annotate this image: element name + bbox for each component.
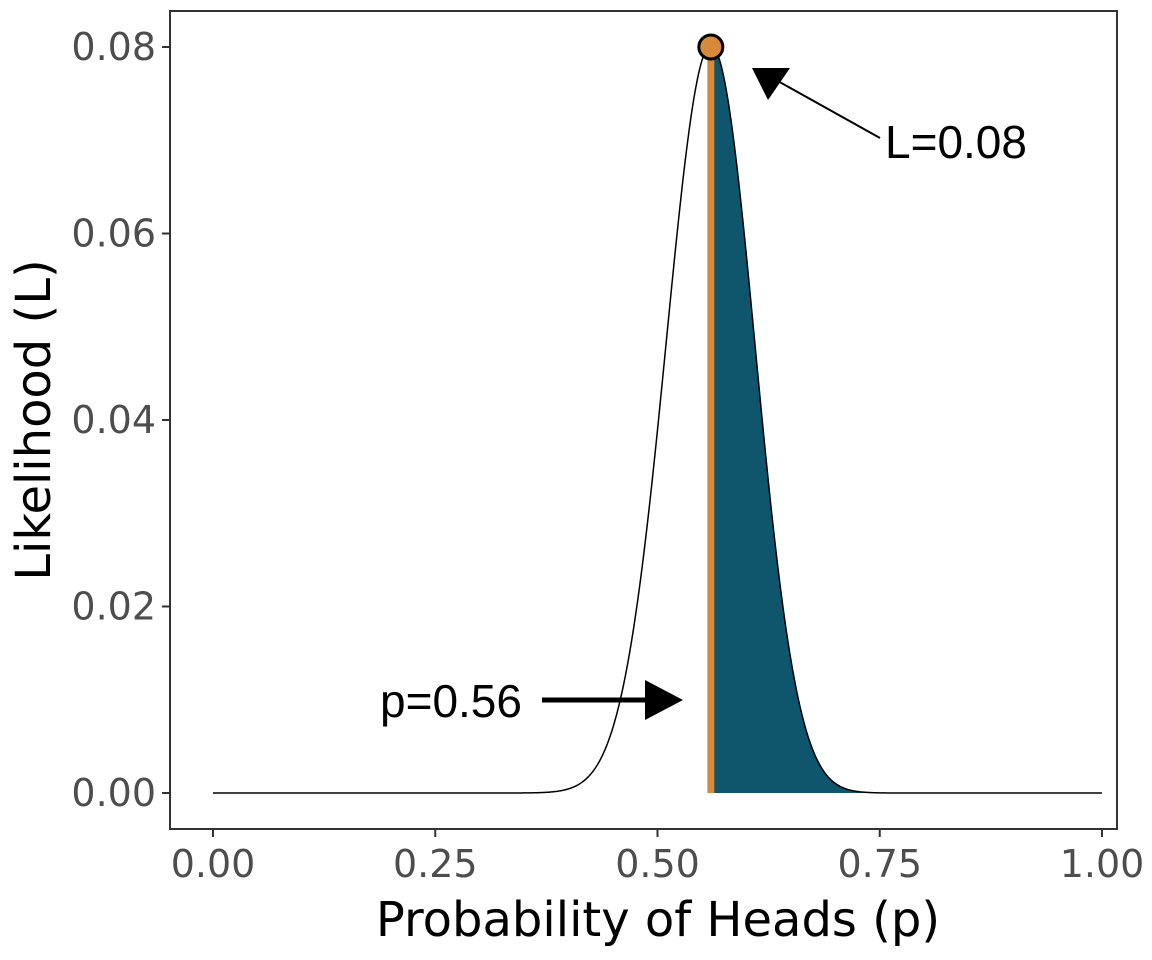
shaded-region bbox=[710, 45, 1102, 793]
plot-panel bbox=[169, 10, 1118, 830]
x-tick-label: 0.75 bbox=[837, 842, 922, 886]
peak-point bbox=[697, 33, 725, 61]
x-axis: 0.00 0.25 0.50 0.75 1.00 bbox=[171, 829, 1145, 886]
arrowhead-peak bbox=[752, 68, 790, 100]
x-tick-label: 0.25 bbox=[393, 842, 478, 886]
y-tick-label: 0.00 bbox=[71, 771, 156, 815]
x-axis-title: Probability of Heads (p) bbox=[376, 892, 940, 948]
y-tick-label: 0.06 bbox=[71, 212, 156, 256]
y-tick-label: 0.08 bbox=[71, 25, 156, 69]
arrowhead-mle-line bbox=[645, 680, 683, 720]
arrow-to-peak bbox=[775, 79, 881, 139]
likelihood-curve bbox=[213, 44, 1102, 794]
y-tick-label: 0.04 bbox=[71, 398, 156, 442]
x-tick-label: 0.00 bbox=[171, 842, 256, 886]
y-axis: 0.00 0.02 0.04 0.06 0.08 bbox=[71, 25, 170, 815]
y-tick-label: 0.02 bbox=[71, 585, 156, 629]
annotation-peak-label: L=0.08 bbox=[885, 116, 1027, 168]
y-axis-title: Likelihood (L) bbox=[6, 259, 62, 580]
x-tick-label: 1.00 bbox=[1060, 842, 1145, 886]
x-tick-label: 0.50 bbox=[615, 842, 700, 886]
annotation-p-label: p=0.56 bbox=[380, 675, 522, 727]
